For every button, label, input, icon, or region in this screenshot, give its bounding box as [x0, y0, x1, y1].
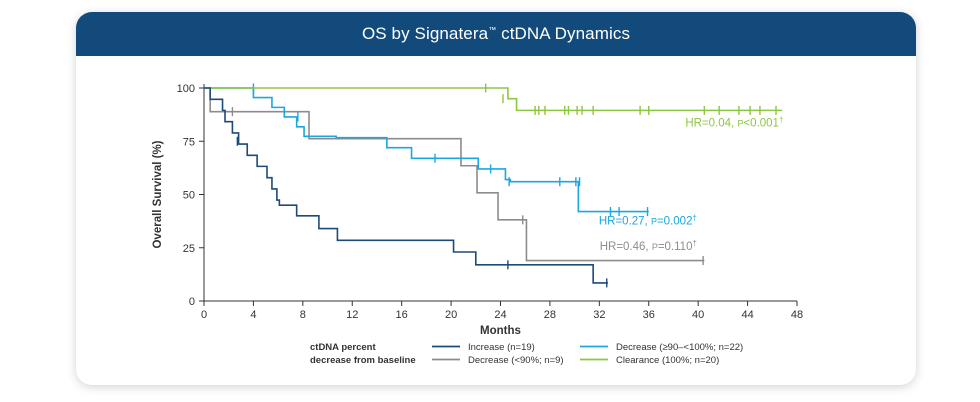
hr-label-part: † [692, 213, 696, 222]
hr-label-part: HR=0.04, [685, 117, 737, 129]
x-tick-label: 36 [643, 309, 655, 321]
legend-title-line2: decrease from baseline [310, 355, 416, 366]
axes: 0 4 8 12 16 20 24 28 32 36 40 44 480255075100MonthsO… [152, 83, 803, 337]
y-tick-label: 25 [183, 243, 195, 255]
y-tick-label: 100 [177, 83, 195, 95]
series-line-decrease_lt90 [204, 87, 705, 262]
x-tick-label: 28 [544, 309, 556, 321]
y-axis-title: Overall Survival (%) [152, 140, 164, 248]
x-tick-label: 16 [396, 309, 408, 321]
hr-label-part: =0.110 [658, 241, 693, 253]
x-tick-label: 44 [741, 309, 753, 321]
x-tick-label: 0 [201, 309, 207, 321]
chart-header: OS by Signatera™ ctDNA Dynamics [76, 12, 916, 56]
hr-label-part: HR=0.27, [599, 215, 651, 227]
hr-label-part: † [692, 239, 696, 248]
hr-label-part: <0.001 [743, 117, 779, 129]
series-line-clearance [204, 87, 783, 112]
legend-label-decrease_lt90: Decrease (<90%; n=9) [468, 355, 564, 366]
hr-label-part: HR=0.46, [600, 241, 652, 253]
legend-label-increase: Increase (n=19) [468, 342, 535, 353]
hr-label-part: P [651, 216, 657, 226]
x-tick-label: 24 [494, 309, 506, 321]
hr-label-decrease_90_100: HR=0.27, P=0.002† [599, 213, 697, 227]
hr-label-decrease_lt90: HR=0.46, P=0.110† [600, 239, 697, 253]
series-group [204, 83, 783, 288]
hr-label-part: P [737, 118, 743, 128]
hr-label-clearance: HR=0.04, P<0.001† [685, 115, 783, 129]
x-axis-title: Months [480, 325, 521, 337]
header-title: OS by Signatera™ ctDNA Dynamics [361, 24, 631, 43]
x-tick-label: 48 [791, 309, 803, 321]
legend: ctDNA percent decrease from baseline Incre… [310, 342, 743, 366]
series-line-increase [204, 87, 608, 284]
chart-card: OS by Signatera™ ctDNA Dynamics [76, 12, 916, 385]
x-tick-label: 20 [445, 309, 457, 321]
y-tick-label: 75 [183, 136, 195, 148]
x-tick-label: 40 [692, 309, 704, 321]
y-tick-label: 0 [189, 296, 195, 308]
hr-label-part: P [652, 242, 658, 252]
x-tick-label: 12 [346, 309, 358, 321]
hr-label-part: =0.002 [657, 215, 693, 227]
legend-label-clearance: Clearance (100%; n=20) [616, 355, 719, 366]
hr-label-part: † [779, 115, 783, 124]
y-tick-label: 50 [183, 190, 195, 202]
hr-labels: HR=0.04, P<0.001†HR=0.27, P=0.002†HR=0.4… [599, 115, 784, 253]
x-tick-label: 32 [593, 309, 605, 321]
legend-label-decrease_90_100: Decrease (≥90–<100%; n=22) [616, 342, 743, 353]
legend-title-line1: ctDNA percent [310, 342, 376, 353]
x-tick-label: 8 [300, 309, 306, 321]
x-tick-label: 4 [250, 309, 256, 321]
